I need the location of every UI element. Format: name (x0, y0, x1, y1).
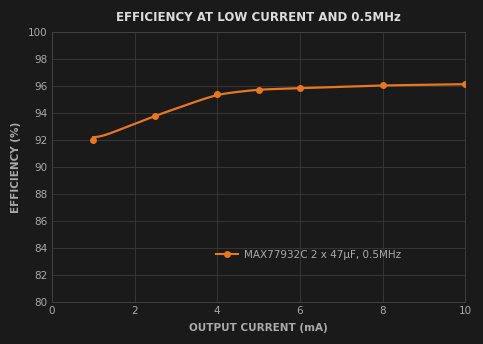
Legend: MAX77932C 2 x 47μF, 0.5MHz: MAX77932C 2 x 47μF, 0.5MHz (212, 246, 405, 264)
MAX77932C 2 x 47μF, 0.5MHz (297, 86, 303, 90)
MAX77932C 2 x 47μF, 0.5MHz (380, 83, 385, 87)
Title: EFFICIENCY AT LOW CURRENT AND 0.5MHz: EFFICIENCY AT LOW CURRENT AND 0.5MHz (116, 11, 401, 24)
MAX77932C 2 x 47μF, 0.5MHz (152, 114, 158, 118)
MAX77932C 2 x 47μF, 0.5MHz (90, 138, 96, 142)
MAX77932C 2 x 47μF, 0.5MHz (214, 92, 220, 96)
Line: MAX77932C 2 x 47μF, 0.5MHz: MAX77932C 2 x 47μF, 0.5MHz (90, 81, 468, 143)
MAX77932C 2 x 47μF, 0.5MHz (462, 82, 468, 86)
MAX77932C 2 x 47μF, 0.5MHz (256, 87, 261, 92)
X-axis label: OUTPUT CURRENT (mA): OUTPUT CURRENT (mA) (189, 323, 328, 333)
Y-axis label: EFFICIENCY (%): EFFICIENCY (%) (11, 121, 21, 213)
